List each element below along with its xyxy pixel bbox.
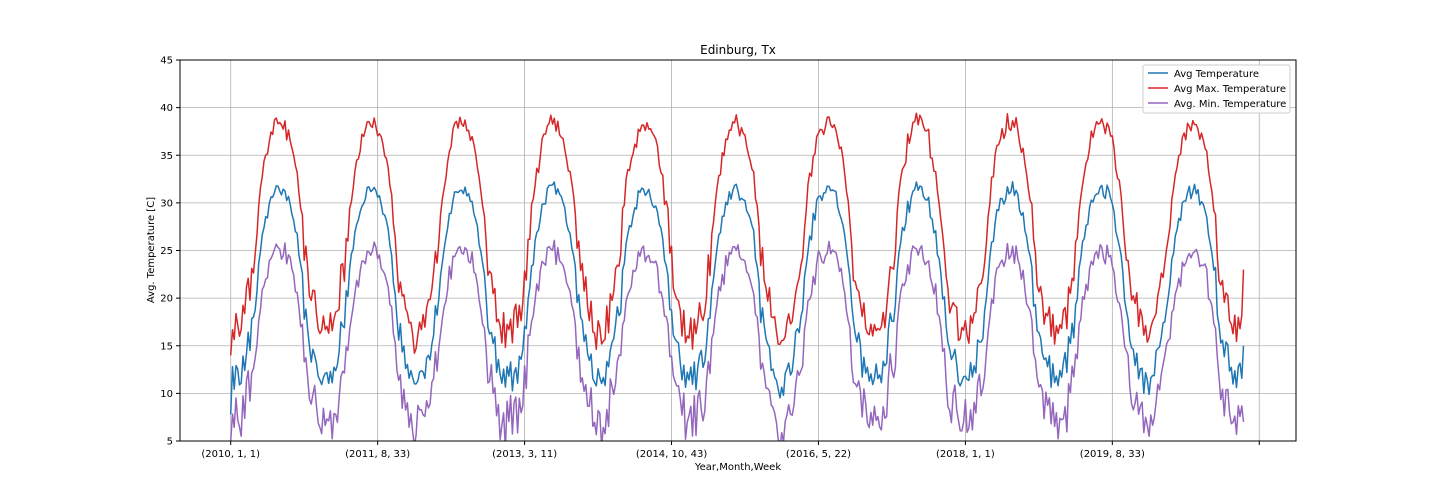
legend: Avg Temperature Avg Max. Temperature Avg…	[1142, 64, 1291, 114]
x-axis-label: Year,Month,Week	[694, 462, 781, 473]
y-tick-label: 10	[160, 389, 173, 400]
x-tick-label: (2019, 8, 33)	[1080, 449, 1145, 460]
y-tick-label: 20	[160, 294, 173, 305]
y-tick-label: 30	[160, 198, 173, 209]
series-line-avg-max-temperature	[229, 112, 1245, 356]
y-tick-label: 40	[160, 103, 173, 114]
x-tick-label: (2010, 1, 1)	[201, 449, 260, 460]
y-tick-label: 5	[167, 437, 173, 448]
y-tick-label: 35	[160, 151, 173, 162]
y-tick-label: 25	[160, 246, 173, 257]
x-tick-label: (2011, 8, 33)	[345, 449, 410, 460]
series-line-avg-min-temperature	[229, 239, 1245, 441]
x-tick-label: (2014, 10, 43)	[636, 449, 708, 460]
y-tick-label: 15	[160, 341, 173, 352]
plot-lines	[229, 112, 1245, 441]
x-axis-ticks: (2010, 1, 1) (2011, 8, 33) (2013, 3, 11) (2…	[201, 441, 1260, 460]
x-tick-label: (2016, 5, 22)	[786, 449, 851, 460]
y-axis-ticks: 5 10 15 20 25 30 35 40 45	[160, 56, 180, 448]
x-tick-label: (2018, 1, 1)	[936, 449, 995, 460]
legend-label-avg-max-temperature: Avg Max. Temperature	[1174, 84, 1286, 95]
legend-label-avg-min-temperature: Avg. Min. Temperature	[1174, 99, 1286, 110]
series-line-avg-temperature	[229, 180, 1245, 415]
x-tick-label: (2013, 3, 11)	[492, 449, 557, 460]
legend-label-avg-temperature: Avg Temperature	[1174, 69, 1259, 80]
y-axis-label: Avg. Temperature [C]	[146, 197, 157, 303]
y-tick-label: 45	[160, 56, 173, 67]
chart-title: Edinburg, Tx	[700, 43, 776, 57]
legend-box	[1142, 64, 1291, 114]
